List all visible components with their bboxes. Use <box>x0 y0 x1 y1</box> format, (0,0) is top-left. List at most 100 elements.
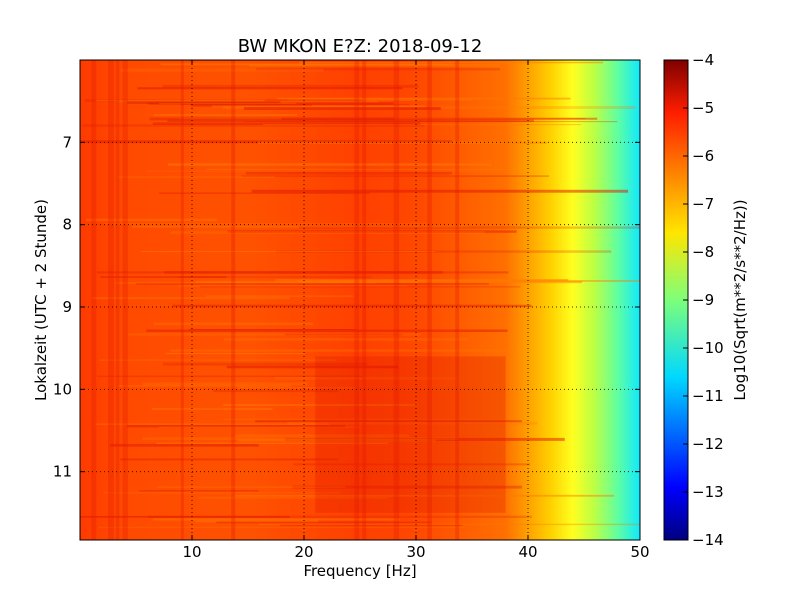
x-axis: 10 20 30 40 50 <box>182 60 650 561</box>
texture-band <box>189 60 443 62</box>
texture-band <box>153 114 297 116</box>
texture-band <box>223 404 418 406</box>
texture-band <box>115 282 376 284</box>
y-tick-label: 8 <box>62 216 72 234</box>
colorbar-tick-label: −12 <box>692 435 724 453</box>
colorbar-tick-label: −4 <box>692 51 714 69</box>
texture-band <box>152 122 421 125</box>
colorbar-tick-label: −14 <box>692 531 724 549</box>
texture-streak <box>115 60 120 540</box>
texture-band <box>142 382 308 386</box>
texture-band <box>86 218 217 222</box>
texture-band <box>241 175 549 178</box>
colorbar-axis: −4 −5 −6 −7 −8 −9 −10 −11 −12 −13 −14 <box>683 51 724 549</box>
colorbar-tick-label: −6 <box>692 147 714 165</box>
texture-band <box>154 322 314 326</box>
texture-band <box>249 64 501 67</box>
texture-streak <box>393 60 400 540</box>
texture-band <box>226 365 399 369</box>
texture-band <box>139 490 259 492</box>
texture-band <box>98 526 465 528</box>
y-tick-label: 11 <box>53 463 72 481</box>
texture-band <box>158 192 370 194</box>
texture-band <box>284 437 565 441</box>
texture-band <box>103 223 428 225</box>
texture-band <box>213 389 339 393</box>
texture-band <box>299 61 603 64</box>
texture-band <box>128 333 421 336</box>
spectrogram-image <box>80 60 640 540</box>
texture-band <box>148 102 394 105</box>
texture-streak <box>427 60 432 540</box>
texture-band <box>126 424 346 428</box>
chart-title: BW MKON E?Z: 2018-09-12 <box>237 36 483 57</box>
texture-streak <box>108 60 114 540</box>
plot-frame <box>79 59 641 541</box>
texture-band <box>223 418 507 420</box>
texture-band <box>212 105 426 108</box>
texture-band <box>275 250 612 253</box>
texture-band <box>157 486 346 488</box>
texture-band <box>95 99 265 102</box>
texture-band <box>166 352 305 355</box>
colorbar-tick-label: −5 <box>692 99 714 117</box>
texture-band <box>94 423 330 425</box>
texture-band <box>146 170 502 172</box>
texture-band <box>234 494 614 497</box>
y-tick-label: 10 <box>53 380 72 398</box>
grid <box>80 60 640 540</box>
texture-band <box>258 141 547 144</box>
colorbar-label: Log10(Sqrt(m**2/s**2/Hz)) <box>731 199 749 401</box>
texture-band <box>152 518 400 521</box>
texture-band <box>162 84 419 88</box>
texture-band <box>170 231 485 234</box>
texture-band <box>167 119 534 122</box>
colorbar-tick-label: −13 <box>692 483 724 501</box>
texture-band <box>195 520 319 523</box>
texture-band <box>243 121 618 123</box>
x-tick-label: 40 <box>518 543 537 561</box>
texture-band <box>91 297 290 300</box>
texture-band <box>258 523 640 526</box>
texture-band <box>274 376 458 380</box>
texture-band <box>97 375 363 378</box>
texture-band <box>256 68 501 71</box>
texture-band <box>82 124 425 127</box>
texture-streak <box>354 60 360 540</box>
texture-band <box>262 124 582 126</box>
texture-band <box>287 421 538 425</box>
texture-band <box>96 271 509 274</box>
texture-band <box>238 387 355 389</box>
texture-band <box>168 163 492 166</box>
texture-band <box>137 87 403 90</box>
texture-band <box>179 117 586 120</box>
texture-band <box>238 439 436 442</box>
texture-band <box>275 279 569 281</box>
texture-band <box>142 437 460 441</box>
texture-band <box>156 442 388 445</box>
colorbar-tick-label: −10 <box>692 339 724 357</box>
texture-band <box>163 362 368 366</box>
texture-band <box>206 168 507 171</box>
texture-band <box>158 102 297 105</box>
x-tick-label: 30 <box>406 543 425 561</box>
texture-band <box>243 107 441 110</box>
texture-band <box>131 225 470 228</box>
texture-band <box>293 463 530 466</box>
colorbar-tick-label: −8 <box>692 243 714 261</box>
texture-band <box>245 171 452 175</box>
colorbar-tick-label: −11 <box>692 387 724 405</box>
texture-streak <box>91 60 97 540</box>
texture-band <box>255 420 522 423</box>
texture-band <box>146 329 508 332</box>
texture-band <box>251 189 629 193</box>
texture-band <box>117 384 292 387</box>
texture-band <box>103 492 341 494</box>
texture-band <box>140 251 435 253</box>
texture-band <box>298 226 640 229</box>
texture-band <box>117 176 275 178</box>
y-tick-label: 7 <box>62 133 72 151</box>
texture-band <box>276 97 571 100</box>
texture-band <box>99 359 336 361</box>
texture-band <box>198 496 388 499</box>
